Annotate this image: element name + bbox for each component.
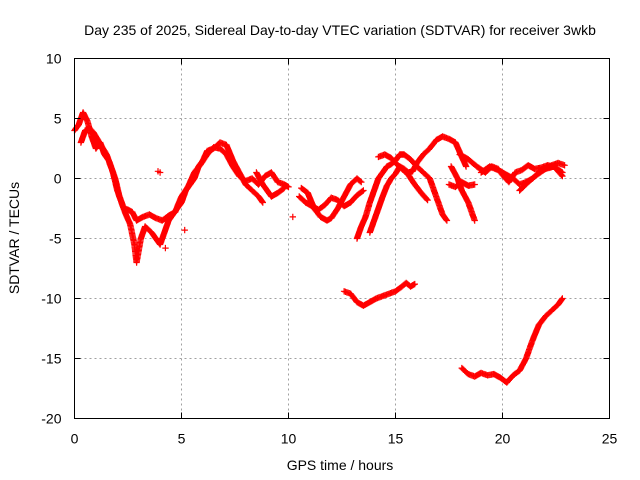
y-tick-labels: -20 -15 -10 -5 0 5 10: [41, 51, 61, 427]
tick-marks: [74, 58, 610, 419]
x-tick-labels: 0 5 10 15 20 25: [71, 431, 618, 447]
series-isolated: [154, 168, 296, 252]
series-track-a: [71, 109, 266, 266]
data-markers: [71, 109, 568, 386]
x-tick-label: 5: [178, 431, 186, 447]
x-tick-label: 15: [388, 431, 404, 447]
marker-trace: [154, 168, 296, 252]
x-tick-label: 25: [602, 431, 618, 447]
y-tick-label: 10: [46, 51, 62, 67]
marker-trace: [296, 187, 367, 213]
marker-trace: [71, 109, 266, 266]
marker-trace: [253, 169, 288, 200]
y-tick-label: -15: [41, 351, 61, 367]
series-track-d: [353, 151, 451, 242]
series-track-f: [375, 151, 431, 204]
y-tick-label: 5: [54, 111, 62, 127]
x-tick-label: 10: [281, 431, 297, 447]
marker-trace: [516, 163, 566, 194]
marker-trace: [353, 151, 451, 242]
y-tick-label: -5: [49, 231, 62, 247]
marker-trace: [340, 279, 418, 309]
x-tick-label: 0: [71, 431, 79, 447]
series-track-h: [447, 163, 478, 224]
x-tick-label: 20: [495, 431, 511, 447]
series-track-l: [458, 295, 566, 386]
x-axis-label: GPS time / hours: [287, 457, 394, 473]
marker-trace: [447, 163, 478, 224]
y-tick-label: 0: [54, 171, 62, 187]
marker-trace: [458, 295, 566, 386]
y-axis-label: SDTVAR / TECUs: [6, 182, 22, 294]
marker-trace: [375, 151, 431, 204]
series-track-c2: [296, 187, 367, 213]
grid-lines: [74, 58, 610, 419]
series-track-b: [253, 169, 288, 200]
series-track-j: [516, 163, 566, 194]
y-tick-label: -10: [41, 291, 61, 307]
chart-title: Day 235 of 2025, Sidereal Day-to-day VTE…: [84, 22, 596, 38]
series-track-k: [340, 279, 418, 309]
y-tick-label: -20: [41, 411, 61, 427]
